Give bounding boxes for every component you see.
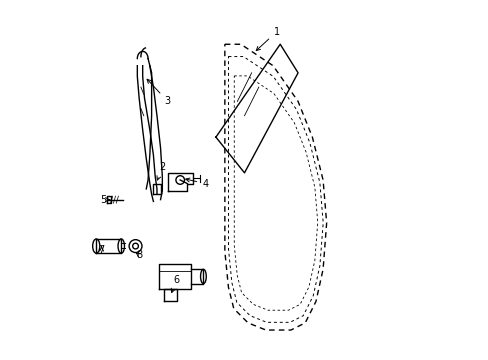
Text: 3: 3: [147, 79, 170, 107]
Text: 2: 2: [157, 162, 165, 180]
Text: 8: 8: [136, 250, 142, 260]
Text: 5: 5: [100, 195, 109, 204]
Text: 4: 4: [185, 178, 208, 189]
Text: 1: 1: [256, 27, 279, 50]
Text: 7: 7: [98, 245, 104, 255]
Text: 6: 6: [171, 275, 179, 293]
